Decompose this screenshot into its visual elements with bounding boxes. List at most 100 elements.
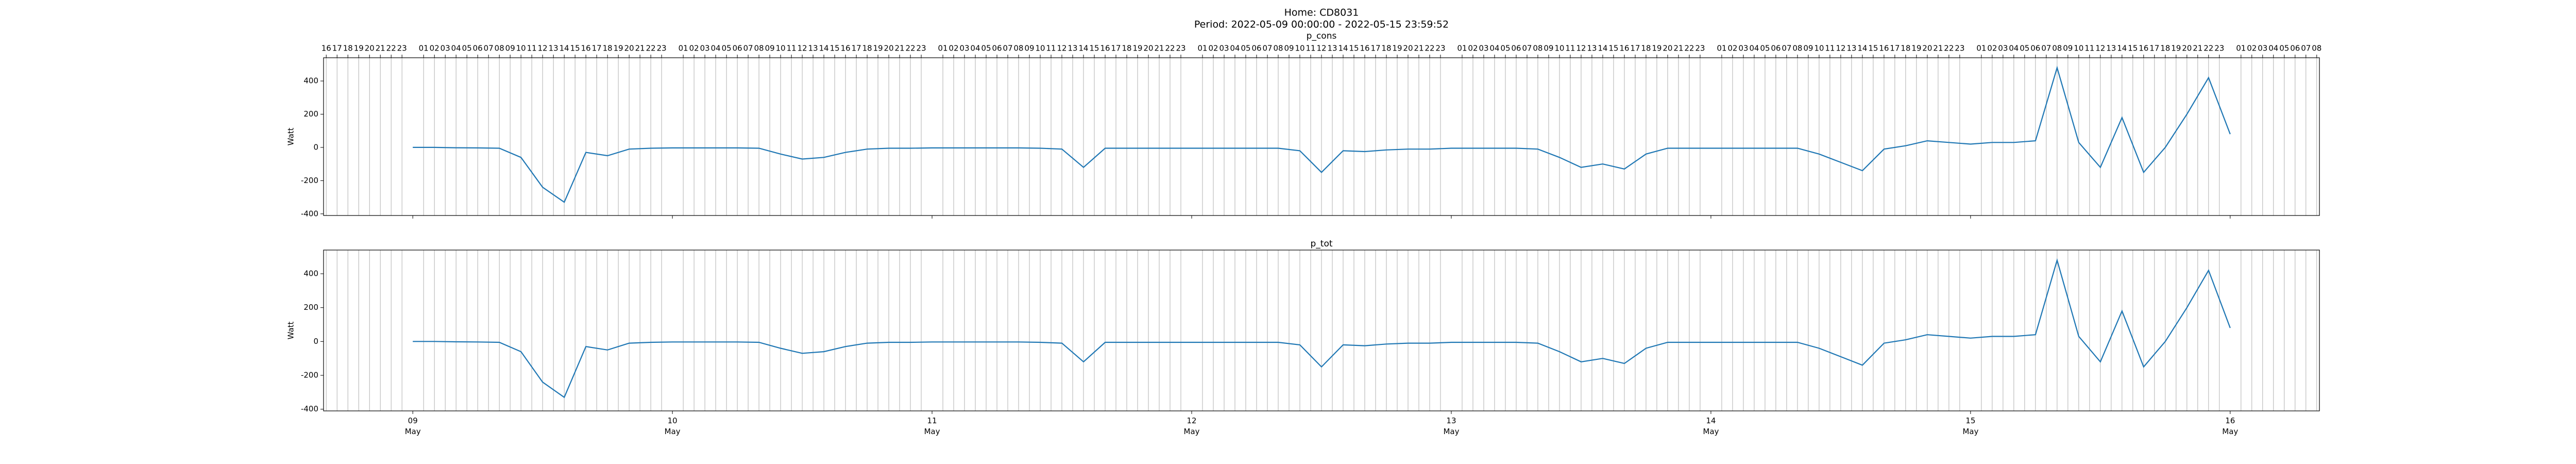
x2-tick-label: 03 <box>1479 44 1488 53</box>
x2-tick-label: 10 <box>2074 44 2083 53</box>
x2-tick-label: 04 <box>451 44 461 53</box>
x2-tick-label: 19 <box>614 44 623 53</box>
x2-tick-label: 13 <box>549 44 558 53</box>
x2-tick-label: 18 <box>1381 44 1391 53</box>
x2-tick-label: 04 <box>1749 44 1759 53</box>
x2-tick-label: 12 <box>1836 44 1845 53</box>
x2-tick-label: 22 <box>386 44 396 53</box>
x2-tick-label: 16 <box>1619 44 1629 53</box>
x2-tick-label: 18 <box>343 44 353 53</box>
x2-tick-label: 19 <box>873 44 883 53</box>
subplot-title: p_tot <box>1310 239 1332 249</box>
x2-tick-label: 08 <box>495 44 504 53</box>
x2-tick-label: 07 <box>1522 44 1532 53</box>
x2-tick-label: 17 <box>1111 44 1121 53</box>
x2-tick-label: 13 <box>1846 44 1856 53</box>
x2-tick-label: 04 <box>2009 44 2019 53</box>
x2-tick-label: 14 <box>1079 44 1089 53</box>
x2-tick-label: 02 <box>430 44 439 53</box>
x2-tick-label: 01 <box>2236 44 2246 53</box>
x2-tick-label: 04 <box>711 44 721 53</box>
x2-tick-label: 23 <box>1695 44 1705 53</box>
x2-tick-label: 09 <box>1544 44 1553 53</box>
x2-tick-label: 23 <box>657 44 667 53</box>
x2-tick-label: 20 <box>1403 44 1413 53</box>
axes-frame <box>323 250 2320 411</box>
x2-tick-label: 20 <box>1663 44 1672 53</box>
y-tick-label: -400 <box>301 404 318 413</box>
x2-tick-label: 11 <box>1046 44 1056 53</box>
x2-tick-label: 18 <box>2160 44 2170 53</box>
x2-tick-label: 23 <box>1435 44 1445 53</box>
y-axis-label: Watt <box>286 127 296 145</box>
figure-title: Home: CD8031 <box>1284 7 1359 19</box>
x2-tick-label: 19 <box>1652 44 1662 53</box>
x2-tick-label: 07 <box>1262 44 1272 53</box>
x2-tick-label: 03 <box>1998 44 2008 53</box>
x2-tick-label: 13 <box>1068 44 1078 53</box>
x2-tick-label: 12 <box>2095 44 2105 53</box>
x2-tick-label: 15 <box>1349 44 1359 53</box>
x2-tick-label: 15 <box>570 44 580 53</box>
x2-tick-label: 22 <box>646 44 656 53</box>
x2-tick-label: 22 <box>1425 44 1434 53</box>
x2-tick-label: 08 <box>2312 44 2321 53</box>
axes-frame <box>323 57 2320 216</box>
x2-tick-label: 02 <box>2247 44 2257 53</box>
x2-tick-label: 07 <box>484 44 494 53</box>
x2-tick-label: 16 <box>321 44 331 53</box>
x2-tick-label: 09 <box>2063 44 2073 53</box>
x2-tick-label: 21 <box>1154 44 1164 53</box>
x2-tick-label: 14 <box>1598 44 1607 53</box>
x2-tick-label: 02 <box>689 44 699 53</box>
x2-tick-label: 22 <box>1944 44 1954 53</box>
x2-tick-label: 01 <box>679 44 688 53</box>
x2-tick-label: 05 <box>2279 44 2289 53</box>
x2-tick-label: 01 <box>1976 44 1986 53</box>
y-tick-label: -200 <box>301 176 318 185</box>
x2-tick-label: 07 <box>1003 44 1013 53</box>
x2-tick-label: 01 <box>1457 44 1467 53</box>
x2-tick-label: 21 <box>895 44 905 53</box>
y-tick-label: 400 <box>303 269 318 278</box>
x2-tick-label: 20 <box>2182 44 2192 53</box>
x2-tick-label: 05 <box>1760 44 1770 53</box>
y-tick-label: 400 <box>303 76 318 86</box>
x2-tick-label: 19 <box>354 44 364 53</box>
x2-tick-label: 06 <box>1771 44 1781 53</box>
x2-tick-label: 09 <box>1803 44 1813 53</box>
x2-tick-label: 08 <box>754 44 764 53</box>
x2-tick-label: 21 <box>1933 44 1943 53</box>
x2-tick-label: 10 <box>1295 44 1304 53</box>
x2-tick-label: 14 <box>1338 44 1348 53</box>
y-tick-label: -400 <box>301 209 318 218</box>
x2-tick-label: 14 <box>560 44 569 53</box>
x2-tick-label: 18 <box>1901 44 1910 53</box>
x2-tick-label: 19 <box>1132 44 1142 53</box>
x2-tick-label: 02 <box>949 44 959 53</box>
x2-tick-label: 06 <box>473 44 483 53</box>
x2-tick-label: 08 <box>2052 44 2062 53</box>
x2-tick-label: 11 <box>787 44 796 53</box>
x2-tick-label: 05 <box>981 44 991 53</box>
x2-tick-label: 19 <box>2171 44 2181 53</box>
x2-tick-label: 15 <box>830 44 840 53</box>
x2-tick-label: 22 <box>906 44 916 53</box>
x2-tick-label: 06 <box>733 44 742 53</box>
x2-tick-label: 08 <box>1533 44 1543 53</box>
x2-tick-label: 19 <box>1911 44 1921 53</box>
x2-tick-label: 01 <box>1197 44 1207 53</box>
x2-tick-label: 04 <box>971 44 980 53</box>
x-tick-label: 11 May <box>924 416 940 436</box>
x-tick-label: 09 May <box>404 416 421 436</box>
x-tick-label: 15 May <box>1962 416 1979 436</box>
x2-tick-label: 10 <box>1036 44 1045 53</box>
x2-tick-label: 16 <box>841 44 851 53</box>
data-line <box>413 258 2231 399</box>
x2-tick-label: 12 <box>1316 44 1326 53</box>
x2-tick-label: 06 <box>992 44 1002 53</box>
x2-tick-label: 06 <box>2290 44 2300 53</box>
x2-tick-label: 11 <box>1306 44 1315 53</box>
x2-tick-label: 21 <box>1414 44 1423 53</box>
